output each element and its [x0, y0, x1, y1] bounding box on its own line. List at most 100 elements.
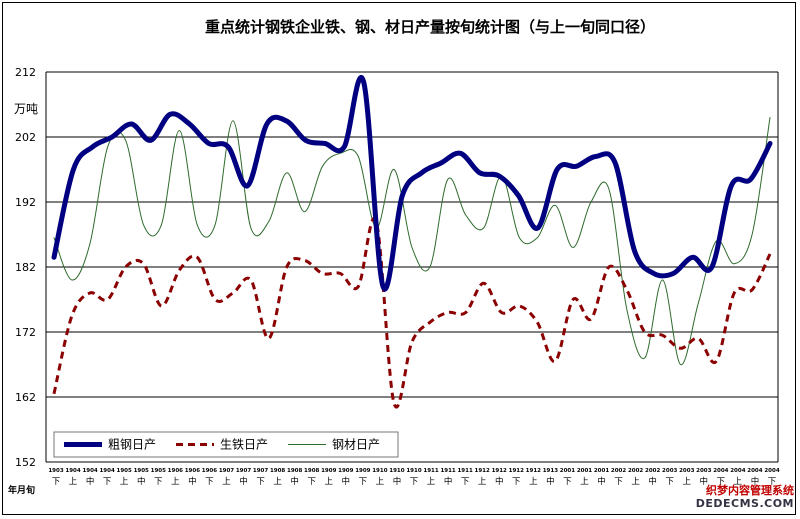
x-tick-period-label: 中 — [546, 476, 555, 487]
series-line-3 — [53, 117, 771, 366]
x-tick-period-label: 上 — [631, 477, 640, 487]
legend-label: 粗钢日产 — [108, 438, 156, 452]
x-tick-period-label: 中 — [137, 476, 146, 487]
y-tick-label: 192 — [15, 196, 36, 209]
series-line-1 — [51, 75, 773, 292]
x-axis-corner-label: 年月旬 — [8, 484, 35, 496]
x-tick-date-label: 1905 — [117, 468, 132, 474]
x-tick-period-label: 中 — [239, 476, 248, 487]
x-tick-period-label: 上 — [273, 477, 282, 487]
gridlines — [45, 71, 779, 463]
x-tick-date-label: 1911 — [423, 468, 438, 474]
x-tick-date-label: 2002 — [628, 468, 643, 474]
x-tick-period-label: 下 — [563, 477, 572, 487]
x-tick-period-label: 上 — [69, 477, 78, 487]
x-tick-period-label: 下 — [768, 477, 777, 487]
y-tick-label: 182 — [15, 261, 36, 274]
x-tick-date-label: 1911 — [440, 468, 455, 474]
x-tick-period-label: 下 — [461, 477, 470, 487]
x-tick-date-label: 1905 — [134, 468, 149, 474]
x-tick-date-label: 1909 — [338, 468, 353, 474]
x-tick-date-label: 2003 — [696, 468, 711, 474]
data-series — [51, 75, 773, 409]
x-tick-period-label: 下 — [614, 477, 623, 487]
x-tick-date-label: 1906 — [168, 468, 183, 474]
y-axis-unit-label: 万吨 — [14, 102, 38, 116]
x-tick-period-label: 中 — [393, 476, 402, 487]
x-tick-period-label: 下 — [665, 477, 674, 487]
chart-title: 重点统计钢铁企业铁、钢、材日产量按旬统计图（与上一旬同口径） — [205, 18, 655, 36]
x-tick-date-label: 2002 — [611, 468, 626, 474]
x-tick-period-label: 上 — [171, 477, 180, 487]
x-tick-period-label: 上 — [376, 477, 385, 487]
x-tick-period-label: 中 — [290, 476, 299, 487]
x-tick-date-label: 1907 — [253, 468, 268, 474]
x-tick-period-label: 中 — [86, 476, 95, 487]
x-tick-date-label: 1908 — [304, 468, 319, 474]
x-tick-date-label: 1905 — [151, 468, 166, 474]
x-tick-date-label: 1908 — [287, 468, 302, 474]
x-tick-period-label: 中 — [700, 476, 709, 487]
x-tick-date-label: 2003 — [679, 468, 694, 474]
x-tick-date-label: 2001 — [560, 468, 575, 474]
y-tick-label: 152 — [15, 456, 36, 469]
y-tick-label: 162 — [15, 391, 36, 404]
watermark: 织梦内容管理系统 DEDECMS.COM — [686, 484, 794, 514]
x-tick-date-label: 1912 — [475, 468, 490, 474]
legend-label: 生铁日产 — [220, 438, 268, 452]
x-tick-date-label: 2003 — [662, 468, 677, 474]
x-tick-date-label: 1912 — [526, 468, 541, 474]
x-tick-period-label: 中 — [342, 476, 351, 487]
x-tick-period-label: 中 — [648, 476, 657, 487]
x-tick-period-label: 下 — [359, 477, 368, 487]
x-axis: 1903 下 1904 上 1904 中 1904 下 1905 上 1905 中 1905 下 1906 上… — [48, 468, 779, 487]
x-tick-date-label: 1912 — [509, 468, 524, 474]
x-tick-date-label: 1911 — [457, 468, 472, 474]
x-tick-date-label: 1906 — [202, 468, 217, 474]
x-tick-period-label: 上 — [734, 477, 743, 487]
x-tick-date-label: 2004 — [713, 468, 728, 474]
x-tick-date-label: 2001 — [577, 468, 592, 474]
x-tick-date-label: 1907 — [219, 468, 234, 474]
x-tick-period-label: 下 — [256, 477, 265, 487]
x-tick-period-label: 下 — [205, 477, 214, 487]
x-tick-date-label: 2004 — [764, 468, 779, 474]
x-tick-period-label: 上 — [478, 477, 487, 487]
x-tick-period-label: 上 — [325, 477, 334, 487]
x-tick-date-label: 1906 — [185, 468, 200, 474]
x-tick-date-label: 1908 — [270, 468, 285, 474]
x-tick-period-label: 中 — [444, 476, 453, 487]
x-tick-date-label: 1913 — [543, 468, 558, 474]
x-tick-date-label: 1909 — [321, 468, 336, 474]
x-tick-date-label: 1909 — [355, 468, 370, 474]
watermark-line-2: DEDECMS.COM — [695, 497, 794, 510]
legend-label: 钢材日产 — [332, 438, 380, 452]
x-tick-date-label: 1904 — [99, 468, 114, 474]
x-tick-period-label: 上 — [427, 477, 436, 487]
x-tick-period-label: 上 — [580, 477, 589, 487]
x-tick-period-label: 下 — [512, 477, 521, 487]
series-line-2 — [52, 216, 772, 409]
x-tick-period-label: 下 — [154, 477, 163, 487]
x-tick-period-label: 中 — [597, 476, 606, 487]
watermark-line-1: 织梦内容管理系统 — [706, 484, 794, 497]
x-tick-date-label: 1904 — [65, 468, 80, 474]
legend: 粗钢日产 生铁日产 钢材日产 — [53, 431, 399, 458]
y-tick-label: 212 — [15, 66, 36, 79]
x-tick-date-label: 1910 — [389, 468, 404, 474]
x-tick-date-label: 1910 — [406, 468, 421, 474]
x-tick-period-label: 下 — [410, 477, 419, 487]
y-tick-label: 172 — [15, 326, 36, 339]
x-tick-date-label: 2002 — [645, 468, 660, 474]
x-tick-date-label: 2004 — [747, 468, 762, 474]
x-tick-period-label: 中 — [188, 476, 197, 487]
x-tick-period-label: 下 — [307, 477, 316, 487]
x-tick-period-label: 下 — [52, 477, 61, 487]
x-tick-period-label: 上 — [683, 477, 692, 487]
x-tick-period-label: 中 — [751, 476, 760, 487]
y-axis-ticks: 212 202 192 182 172 162 152 — [15, 66, 36, 469]
legend-box — [53, 431, 399, 458]
y-tick-label: 202 — [15, 131, 36, 144]
x-tick-period-label: 下 — [103, 477, 112, 487]
